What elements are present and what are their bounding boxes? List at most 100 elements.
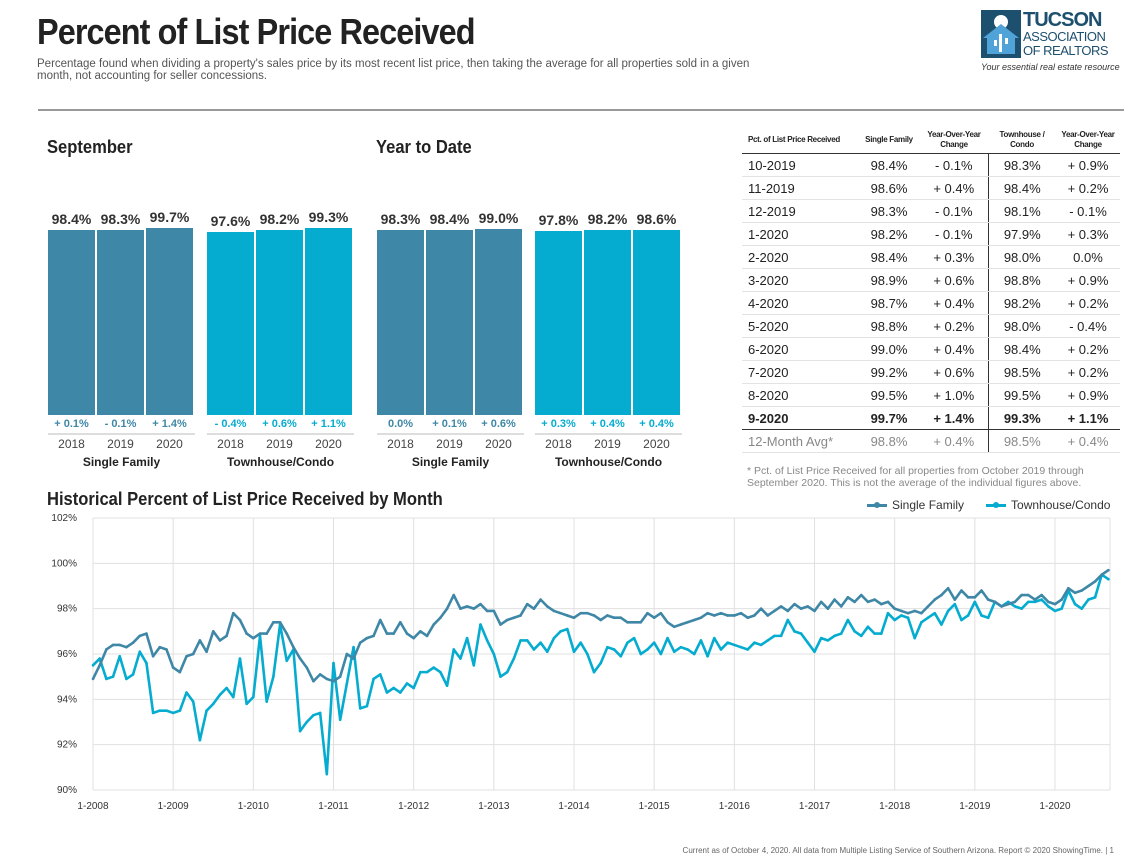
data-point (272, 620, 275, 624)
data-point (666, 636, 669, 640)
data-point (933, 598, 937, 601)
data-point (278, 620, 282, 624)
data-point (859, 593, 863, 597)
data-point (692, 652, 696, 656)
y-tick-label: 90% (57, 785, 77, 796)
baseline (48, 433, 195, 435)
data-point (479, 602, 482, 606)
table-row: 2-2020 98.4% + 0.3% 98.0% 0.0% (742, 245, 1120, 269)
data-point (532, 607, 536, 610)
table-row: 11-2019 98.6% + 0.4% 98.4% + 0.2% (742, 176, 1120, 200)
data-point (1067, 586, 1070, 590)
data-point (378, 673, 382, 676)
data-point (445, 684, 449, 688)
data-point (325, 677, 329, 681)
data-point (412, 686, 415, 690)
data-point (626, 620, 629, 624)
data-point (706, 611, 709, 615)
table-cell: 99.5% (858, 383, 920, 407)
change-label: + 1.4% (152, 418, 187, 430)
table-cell: 98.5% (987, 360, 1056, 384)
data-point (105, 648, 108, 651)
data-point (1047, 600, 1050, 604)
x-tick-label: 1-2011 (318, 801, 349, 812)
bar (146, 227, 193, 415)
data-point (826, 639, 830, 642)
data-point (699, 616, 703, 620)
data-point (592, 614, 596, 617)
data-point (572, 650, 576, 654)
logo-text-1: TUCSON (1023, 9, 1102, 31)
data-point (953, 602, 957, 606)
data-point (920, 620, 923, 624)
header-divider (38, 109, 1124, 111)
data-point (338, 718, 342, 722)
data-point (679, 623, 683, 626)
data-point (171, 666, 175, 669)
bar-value-label: 98.4% (429, 211, 470, 227)
table-cell: 98.3% (858, 199, 920, 223)
data-point (806, 641, 810, 644)
data-point (612, 616, 616, 620)
data-point (793, 602, 796, 606)
col-header: Pct. of List Price Received (742, 128, 858, 154)
data-point (178, 670, 182, 674)
bar-value-label: 97.8% (538, 212, 579, 229)
x-tick-label: 1-2015 (639, 801, 671, 812)
logo: TUCSON ASSOCIATION OF REALTORS Your esse… (981, 10, 1124, 76)
data-point (966, 596, 970, 599)
data-point (1026, 593, 1030, 597)
bar-value-label: 99.7% (149, 208, 190, 225)
year-label: 2020 (485, 437, 512, 451)
data-point (746, 648, 749, 651)
table-cell: 98.5% (987, 429, 1056, 453)
data-point (719, 648, 723, 651)
data-point (726, 614, 729, 617)
data-point (753, 641, 756, 644)
bar (97, 230, 144, 415)
data-point (813, 650, 816, 654)
data-point (205, 650, 208, 654)
y-tick-label: 94% (57, 694, 77, 705)
data-point (151, 711, 155, 715)
data-point (1020, 607, 1023, 610)
line-chart-title: Historical Percent of List Price Receive… (47, 489, 443, 509)
data-point (312, 713, 315, 717)
data-point (131, 641, 135, 644)
data-point (545, 605, 549, 608)
data-point (145, 632, 148, 635)
data-point (1026, 600, 1030, 604)
table-cell: 98.1% (987, 199, 1056, 223)
y-tick-label: 96% (57, 649, 77, 660)
data-point (499, 675, 502, 678)
data-point (940, 623, 943, 626)
table-cell: 99.2% (858, 360, 920, 384)
table-cell: - 0.1% (920, 153, 988, 177)
table-cell: + 0.9% (1056, 383, 1120, 407)
data-point (726, 641, 729, 644)
monthly-table: Pct. of List Price Received Single Famil… (742, 128, 1120, 453)
table-cell: 4-2020 (742, 291, 858, 315)
data-point (539, 641, 542, 644)
table-cell: + 0.2% (1056, 176, 1120, 200)
table-cell: 98.0% (987, 314, 1056, 338)
data-point (893, 618, 896, 622)
table-cell: 10-2019 (742, 153, 858, 177)
data-point (993, 600, 997, 604)
legend-swatch-townhouse (986, 501, 1007, 508)
table-cell: 98.9% (858, 268, 920, 292)
data-point (1000, 605, 1003, 608)
table-cell: 11-2019 (742, 176, 858, 200)
data-point (211, 630, 215, 633)
data-point (1040, 598, 1043, 601)
data-point (98, 664, 101, 667)
data-point (652, 641, 656, 644)
table-row: 12-2019 98.3% - 0.1% 98.1% - 0.1% (742, 199, 1120, 223)
data-point (686, 620, 689, 624)
data-point (479, 623, 482, 626)
data-point (432, 623, 436, 626)
change-label: - 0.4% (214, 418, 247, 430)
data-point (499, 623, 502, 626)
data-point (880, 632, 883, 635)
page-title: Percent of List Price Received (37, 11, 475, 52)
